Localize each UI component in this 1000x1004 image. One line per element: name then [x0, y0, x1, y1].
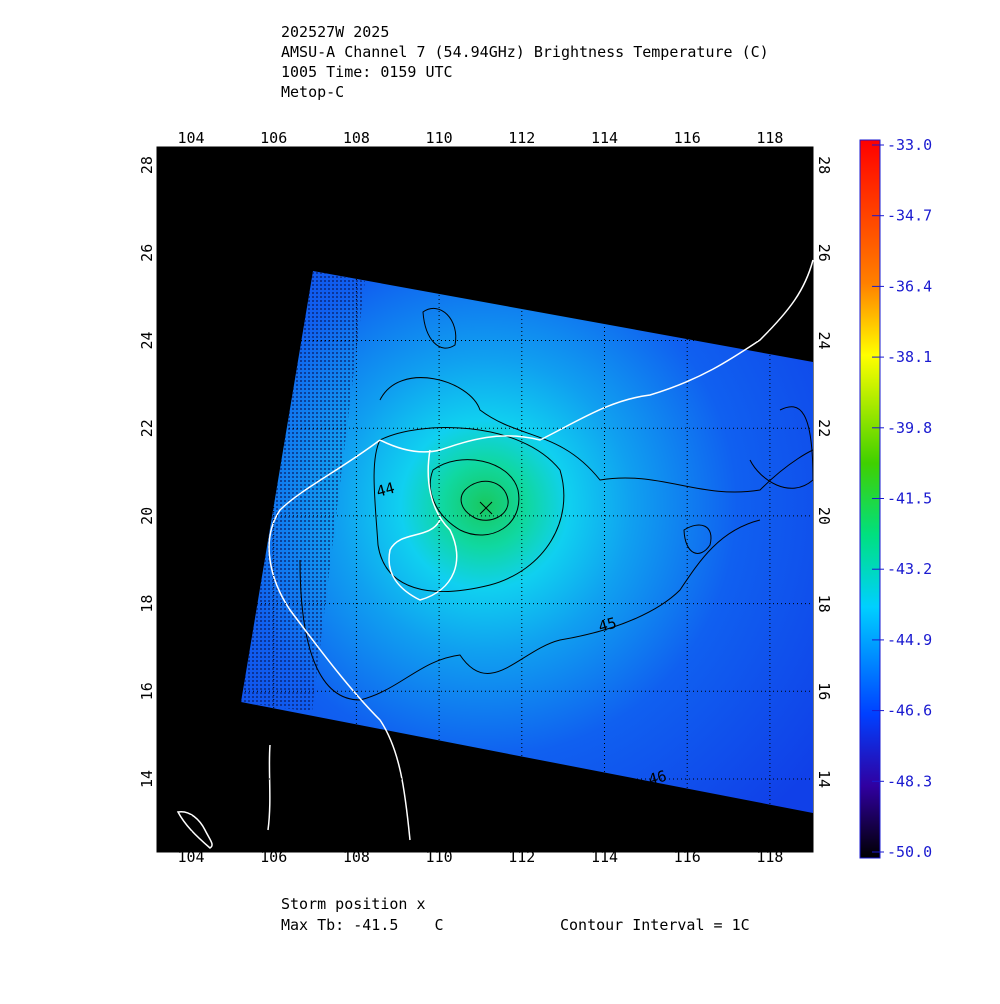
footer: Storm position x Max Tb: -41.5 C Contour I…: [281, 895, 750, 934]
longitude-label: 106: [260, 129, 287, 147]
latitude-label: 16: [138, 682, 156, 700]
contour-labels: 44 45 46: [374, 479, 668, 789]
longitude-label: 114: [591, 129, 618, 147]
contour-label: 45: [596, 614, 618, 636]
contour-label: 46: [646, 767, 668, 789]
latitude-label: 18: [138, 595, 156, 613]
latitude-label: 28: [815, 156, 833, 174]
longitude-label: 118: [756, 848, 783, 866]
longitude-label: 116: [674, 848, 701, 866]
longitude-label: 110: [426, 848, 453, 866]
longitude-label: 106: [260, 848, 287, 866]
longitude-label: 104: [177, 129, 204, 147]
colorbar-label: -43.2: [887, 560, 932, 578]
latitude-label: 26: [815, 244, 833, 262]
latitude-label: 22: [815, 419, 833, 437]
longitude-label: 112: [508, 129, 535, 147]
swath: [241, 271, 813, 813]
colorbar-label: -34.7: [887, 207, 932, 225]
colorbar-label: -44.9: [887, 631, 932, 649]
longitude-label: 110: [426, 129, 453, 147]
latitude-label: 18: [815, 595, 833, 613]
colorbar-label: -33.0: [887, 136, 932, 154]
max-tb: Max Tb: -41.5 C: [281, 916, 444, 934]
latitude-label: 28: [138, 156, 156, 174]
colorbar-label: -48.3: [887, 772, 932, 790]
colorbar-label: -38.1: [887, 348, 932, 366]
longitude-label: 116: [674, 129, 701, 147]
latitude-label: 24: [815, 331, 833, 349]
header: 202527W 2025 AMSU-A Channel 7 (54.94GHz) …: [281, 23, 769, 101]
longitude-label: 112: [508, 848, 535, 866]
colorbar-label: -36.4: [887, 277, 932, 295]
coastline: [176, 259, 814, 849]
latitude-label: 24: [138, 331, 156, 349]
longitude-label: 118: [756, 129, 783, 147]
longitude-label: 104: [177, 848, 204, 866]
storm-marker: [479, 501, 493, 515]
header-line: 1005 Time: 0159 UTC: [281, 63, 453, 81]
colorbar-label: -46.6: [887, 702, 932, 720]
storm-position: Storm position x: [281, 895, 426, 913]
axis-labels: 104 104 106 106 108 108 110 110 112 112 114 114 116 1…: [138, 129, 833, 866]
latitude-label: 14: [815, 770, 833, 788]
latitude-label: 20: [138, 507, 156, 525]
colorbar-label: -39.8: [887, 419, 932, 437]
latitude-label: 22: [138, 419, 156, 437]
contours: [299, 307, 814, 701]
graticule: [157, 147, 813, 852]
header-line: 202527W 2025: [281, 23, 389, 41]
latitude-label: 16: [815, 682, 833, 700]
colorbar-label: -41.5: [887, 490, 932, 508]
latitude-label: 14: [138, 770, 156, 788]
colorbar-label: -50.0: [887, 843, 932, 861]
longitude-label: 114: [591, 848, 618, 866]
colorbar: -33.0 -34.7 -36.4 -38.1 -39.8 -41.5 -43.2 -44.9…: [859, 136, 932, 861]
contour-label: 44: [374, 479, 396, 501]
header-line: AMSU-A Channel 7 (54.94GHz) Brightness T…: [281, 43, 769, 61]
longitude-label: 108: [343, 848, 370, 866]
header-line: Metop-C: [281, 83, 344, 101]
contour-interval: Contour Interval = 1C: [560, 916, 750, 934]
latitude-label: 26: [138, 244, 156, 262]
longitude-label: 108: [343, 129, 370, 147]
latitude-label: 20: [815, 507, 833, 525]
